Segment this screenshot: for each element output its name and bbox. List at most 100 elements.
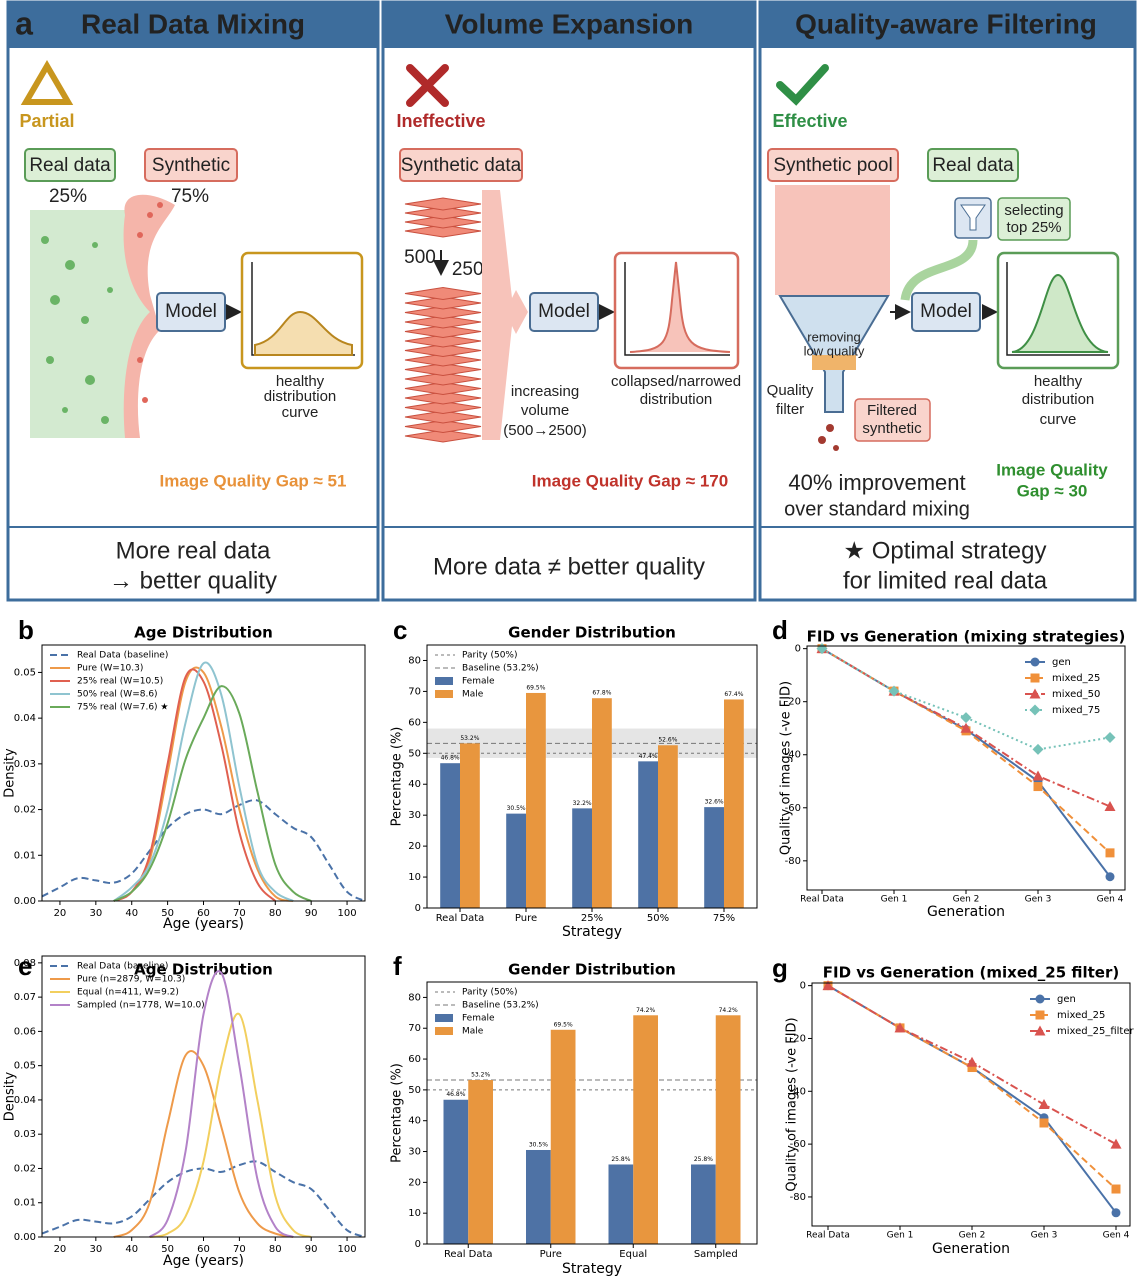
real-flow (900, 239, 978, 302)
x-tick-label: 70 (233, 908, 246, 919)
x-tick-label: Gen 1 (887, 1231, 914, 1241)
marker (1033, 782, 1043, 792)
legend-marker (1029, 688, 1041, 699)
x-tick-label: 30 (89, 1244, 102, 1255)
x-tick-label: 60 (197, 908, 210, 919)
status: Partial (19, 111, 74, 131)
layer (404, 206, 482, 220)
plot-frame (806, 645, 1126, 891)
panel-label: b (18, 615, 34, 645)
box (927, 148, 1019, 182)
box-label: Real data (932, 155, 1014, 176)
decoration (157, 202, 163, 208)
x-tick-label: 90 (305, 1244, 318, 1255)
bar (724, 699, 744, 908)
bar (468, 1080, 493, 1244)
decoration (81, 316, 89, 324)
synthetic-flow (123, 194, 175, 438)
marker (1032, 770, 1044, 781)
x-tick-label: 50% (647, 913, 669, 924)
filter-text: Quality (767, 382, 814, 399)
legend-label: Real Data (baseline) (77, 651, 168, 661)
marker (1105, 848, 1115, 858)
y-tick-label: -60 (790, 1139, 806, 1150)
value-label: 52.6% (658, 737, 677, 744)
legend-marker (1030, 673, 1040, 683)
panel-label: d (772, 615, 788, 645)
panel-label: c (393, 615, 407, 645)
box (399, 148, 523, 182)
x-axis-title: Age (years) (163, 1253, 244, 1269)
layer (404, 343, 482, 358)
caption: healthy (1034, 373, 1083, 390)
y-tick-label: 10 (408, 872, 421, 883)
bar (592, 698, 612, 908)
ineffective-icon (406, 64, 449, 107)
x-axis-title: Generation (932, 1241, 1010, 1257)
y-tick-label: 0.00 (14, 896, 36, 907)
column-title: Volume Expansion (445, 8, 693, 39)
y-tick-label: -20 (785, 697, 801, 708)
x-axis-title: Strategy (562, 924, 622, 940)
layer (404, 419, 482, 434)
y-axis-title: Quality of images (-ve FID) (779, 681, 794, 855)
bar (443, 1099, 469, 1244)
box (144, 148, 238, 182)
x-tick-label: Gen 3 (1031, 1231, 1058, 1241)
legend-label: mixed_25 (1052, 673, 1100, 684)
bar (633, 1015, 658, 1244)
layer (404, 429, 482, 443)
x-tick-label: Real Data (800, 895, 844, 905)
x-axis-title: Generation (927, 904, 1005, 920)
layer (404, 215, 482, 229)
x-tick-label: Pure (515, 913, 537, 924)
plot-frame (811, 982, 1131, 1227)
model-box (529, 292, 599, 332)
status: Effective (772, 111, 847, 131)
x-tick-label: 25% (581, 913, 603, 924)
improvement: over standard mixing (784, 498, 970, 520)
x-tick-label: Gen 3 (1025, 895, 1052, 905)
value-label: 69.5% (554, 1021, 573, 1028)
series-line (113, 685, 312, 902)
synthetic-pool (775, 185, 890, 295)
dots (818, 424, 839, 451)
mini-curve (629, 261, 731, 353)
chart-title: Gender Distribution (508, 961, 676, 979)
y-tick-label: 0.03 (14, 759, 36, 770)
box-label: Real data (29, 155, 111, 176)
layer (404, 381, 482, 396)
legend-label: mixed_75 (1052, 705, 1100, 716)
x-axis-title: Strategy (562, 1261, 622, 1277)
legend-swatch (435, 1027, 453, 1035)
marker (1104, 800, 1116, 811)
value-label: 74.2% (636, 1007, 655, 1014)
caption: distribution (640, 391, 713, 408)
gap: Image Quality (996, 460, 1108, 479)
legend-marker (1035, 1010, 1045, 1020)
mini-curve (254, 310, 353, 356)
legend-label: mixed_25 (1057, 1010, 1105, 1021)
effective-icon (776, 64, 829, 106)
volume-arrow (482, 190, 528, 440)
value-label: 47.4% (639, 753, 658, 760)
caption: curve (1040, 411, 1077, 428)
decoration (147, 212, 153, 218)
marker (822, 980, 834, 991)
y-tick-label: -60 (785, 803, 801, 814)
y-tick-label: 50 (408, 748, 421, 759)
y-tick-label: 0 (800, 981, 806, 992)
decoration (46, 356, 54, 364)
box-label: Model (538, 301, 590, 322)
marker (1105, 872, 1115, 882)
y-tick-label: 0.01 (14, 850, 36, 861)
caption: volume (521, 402, 569, 419)
y-tick-label: 0 (795, 644, 801, 655)
funnel-glyph (960, 204, 986, 231)
y-tick-label: 80 (408, 655, 421, 666)
filter-text: filter (776, 401, 804, 418)
y-tick-label: 30 (408, 810, 421, 821)
y-tick-label: 0.06 (14, 1026, 36, 1037)
share: 25% (49, 186, 87, 207)
